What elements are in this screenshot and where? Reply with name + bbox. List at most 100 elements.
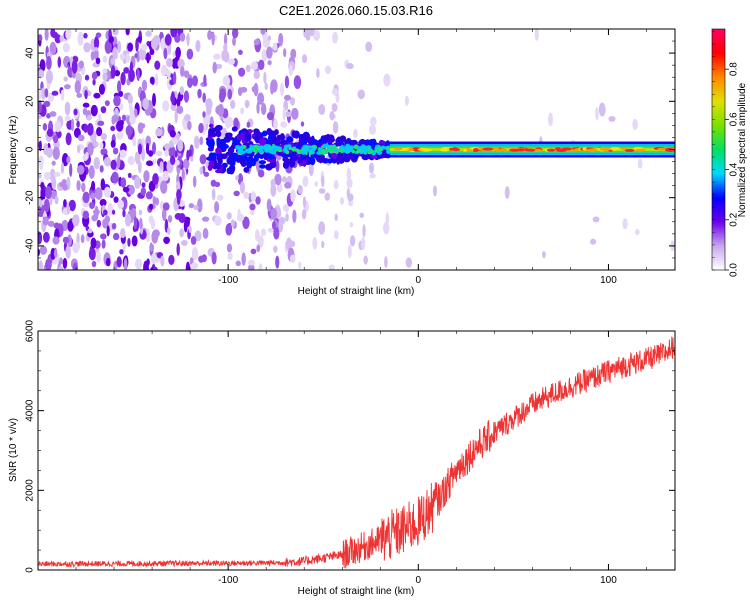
noise-cell <box>284 75 290 89</box>
noise-cell <box>266 198 272 212</box>
noise-cell <box>43 198 50 213</box>
noise-cell <box>347 244 352 259</box>
noise-cell <box>634 228 640 235</box>
noise-cell <box>160 180 168 194</box>
noise-cell <box>321 175 325 188</box>
noise-cell <box>361 236 366 250</box>
noise-cell <box>214 215 222 226</box>
snr-frame <box>37 330 676 571</box>
noise-cell <box>119 53 125 61</box>
signal-cell <box>340 144 344 150</box>
noise-cell <box>125 29 130 36</box>
noise-cell <box>67 234 72 247</box>
noise-cell <box>51 90 59 96</box>
noise-cell <box>102 68 108 74</box>
colorbar-tick-label: 0.0 <box>729 263 740 277</box>
signal-cell <box>324 150 329 155</box>
signal-cell <box>258 137 267 147</box>
noise-cell <box>149 243 155 252</box>
noise-cell <box>313 30 321 41</box>
noise-cell <box>249 203 256 211</box>
noise-cell <box>292 209 297 223</box>
signal-cell <box>297 158 303 164</box>
noise-cell <box>595 106 599 121</box>
noise-cell <box>148 203 154 210</box>
noise-cell <box>110 57 115 65</box>
noise-cell <box>127 42 134 52</box>
noise-cell <box>72 214 80 227</box>
noise-cell <box>82 210 90 220</box>
noise-cell <box>163 47 168 60</box>
noise-cell <box>176 242 180 256</box>
noise-cell <box>264 82 268 91</box>
signal-cell <box>286 136 294 144</box>
noise-cell <box>72 242 80 254</box>
noise-cell <box>266 111 275 121</box>
noise-cell <box>183 70 190 79</box>
noise-cell <box>300 121 305 127</box>
noise-cell <box>223 33 228 47</box>
noise-cell <box>72 262 79 270</box>
noise-cell <box>244 99 250 109</box>
signal-cell <box>310 147 317 152</box>
noise-cell <box>104 40 112 54</box>
noise-cell <box>39 199 43 208</box>
noise-cell <box>155 127 163 137</box>
noise-cell <box>283 94 292 101</box>
spectrogram-y-label: Frequency (Hz) <box>8 116 19 185</box>
noise-cell <box>122 186 130 193</box>
noise-cell <box>44 29 49 41</box>
noise-cell <box>290 189 296 203</box>
noise-cell <box>87 142 94 156</box>
noise-cell <box>84 74 90 81</box>
noise-cell <box>38 260 44 270</box>
x-tick-label: 100 <box>600 275 617 286</box>
noise-cell <box>250 210 255 216</box>
noise-cell <box>145 191 153 200</box>
noise-cell <box>592 216 600 223</box>
noise-cell <box>38 172 42 179</box>
noise-cell <box>38 87 42 100</box>
signal-cell <box>271 145 278 151</box>
noise-cell <box>275 160 280 173</box>
noise-cell <box>285 204 289 214</box>
signal-cell <box>279 133 286 142</box>
noise-cell <box>432 185 437 197</box>
noise-cell <box>164 143 171 150</box>
noise-cell <box>175 132 180 140</box>
noise-cell <box>100 178 106 191</box>
noise-cell <box>53 248 58 258</box>
noise-cell <box>84 151 89 160</box>
noise-cell <box>191 246 199 261</box>
noise-cell <box>93 50 99 60</box>
noise-cell <box>99 165 104 173</box>
signal-cell <box>274 129 279 136</box>
colorbar-tick-label: 0.8 <box>729 62 740 76</box>
signal-cell <box>214 124 223 132</box>
noise-cell <box>101 239 106 249</box>
noise-cell <box>183 90 190 103</box>
noise-cell <box>134 258 143 270</box>
noise-cell <box>93 157 100 170</box>
y-tick-label: 20 <box>25 95 36 107</box>
noise-cell <box>89 201 95 210</box>
noise-cell <box>84 89 88 100</box>
noise-cell <box>137 122 144 134</box>
tone-hotspot <box>463 148 468 152</box>
signal-cell <box>301 150 306 155</box>
noise-cell <box>120 177 127 188</box>
snr-plot-area <box>38 336 675 569</box>
noise-cell <box>161 207 167 222</box>
noise-cell <box>64 84 71 90</box>
noise-cell <box>347 193 354 202</box>
noise-cell <box>141 147 145 161</box>
noise-cell <box>177 58 185 69</box>
noise-cell <box>39 158 44 171</box>
noise-cell <box>54 196 59 205</box>
noise-cell <box>46 128 54 137</box>
noise-cell <box>176 196 181 205</box>
noise-cell <box>155 150 163 157</box>
signal-cell <box>237 147 243 152</box>
noise-cell <box>273 227 280 240</box>
